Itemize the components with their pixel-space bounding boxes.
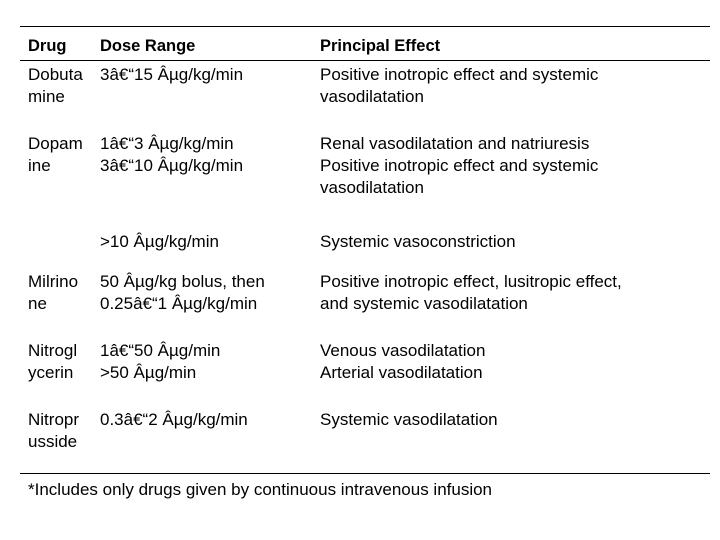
table-row-effect: Systemic vasoconstriction (320, 232, 516, 251)
header-rule (20, 60, 710, 61)
table-row-effect: Positive inotropic effect, lusitropic ef… (320, 272, 622, 313)
table-row-dose: 3â€“15 Âµg/kg/min (100, 65, 244, 84)
table-row-dose: 1â€“50 Âµg/min >50 Âµg/min (100, 341, 221, 382)
table-bottom-rule (20, 473, 710, 474)
table-row-drug: Nitropr usside (28, 410, 80, 451)
table-row-effect: Systemic vasodilatation (320, 410, 498, 429)
table-footnote: *Includes only drugs given by continuous… (28, 480, 493, 499)
table-row-effect: Renal vasodilatation and natriuresis Pos… (320, 134, 599, 197)
table-row-effect: Venous vasodilatation Arterial vasodilat… (320, 341, 486, 382)
header-drug: Drug (28, 37, 67, 55)
table-row-dose: 1â€“3 Âµg/kg/min 3â€“10 Âµg/kg/min (100, 134, 244, 175)
header-dose-range: Dose Range (100, 37, 196, 55)
table-row-dose: 0.3â€“2 Âµg/kg/min (100, 410, 248, 429)
table-row-drug: Dopam ine (28, 134, 83, 175)
header-principal-effect: Principal Effect (320, 37, 441, 55)
table-row-effect: Positive inotropic effect and systemic v… (320, 65, 599, 106)
table-row-dose: 50 Âµg/kg bolus, then 0.25â€“1 Âµg/kg/mi… (100, 272, 265, 313)
table-row-drug: Milrino ne (28, 272, 79, 313)
table-row-dose: >10 Âµg/kg/min (100, 232, 219, 251)
table-row-drug: Nitrogl ycerin (28, 341, 78, 382)
table-row-drug: Dobuta mine (28, 65, 83, 106)
table-top-rule (20, 26, 710, 27)
